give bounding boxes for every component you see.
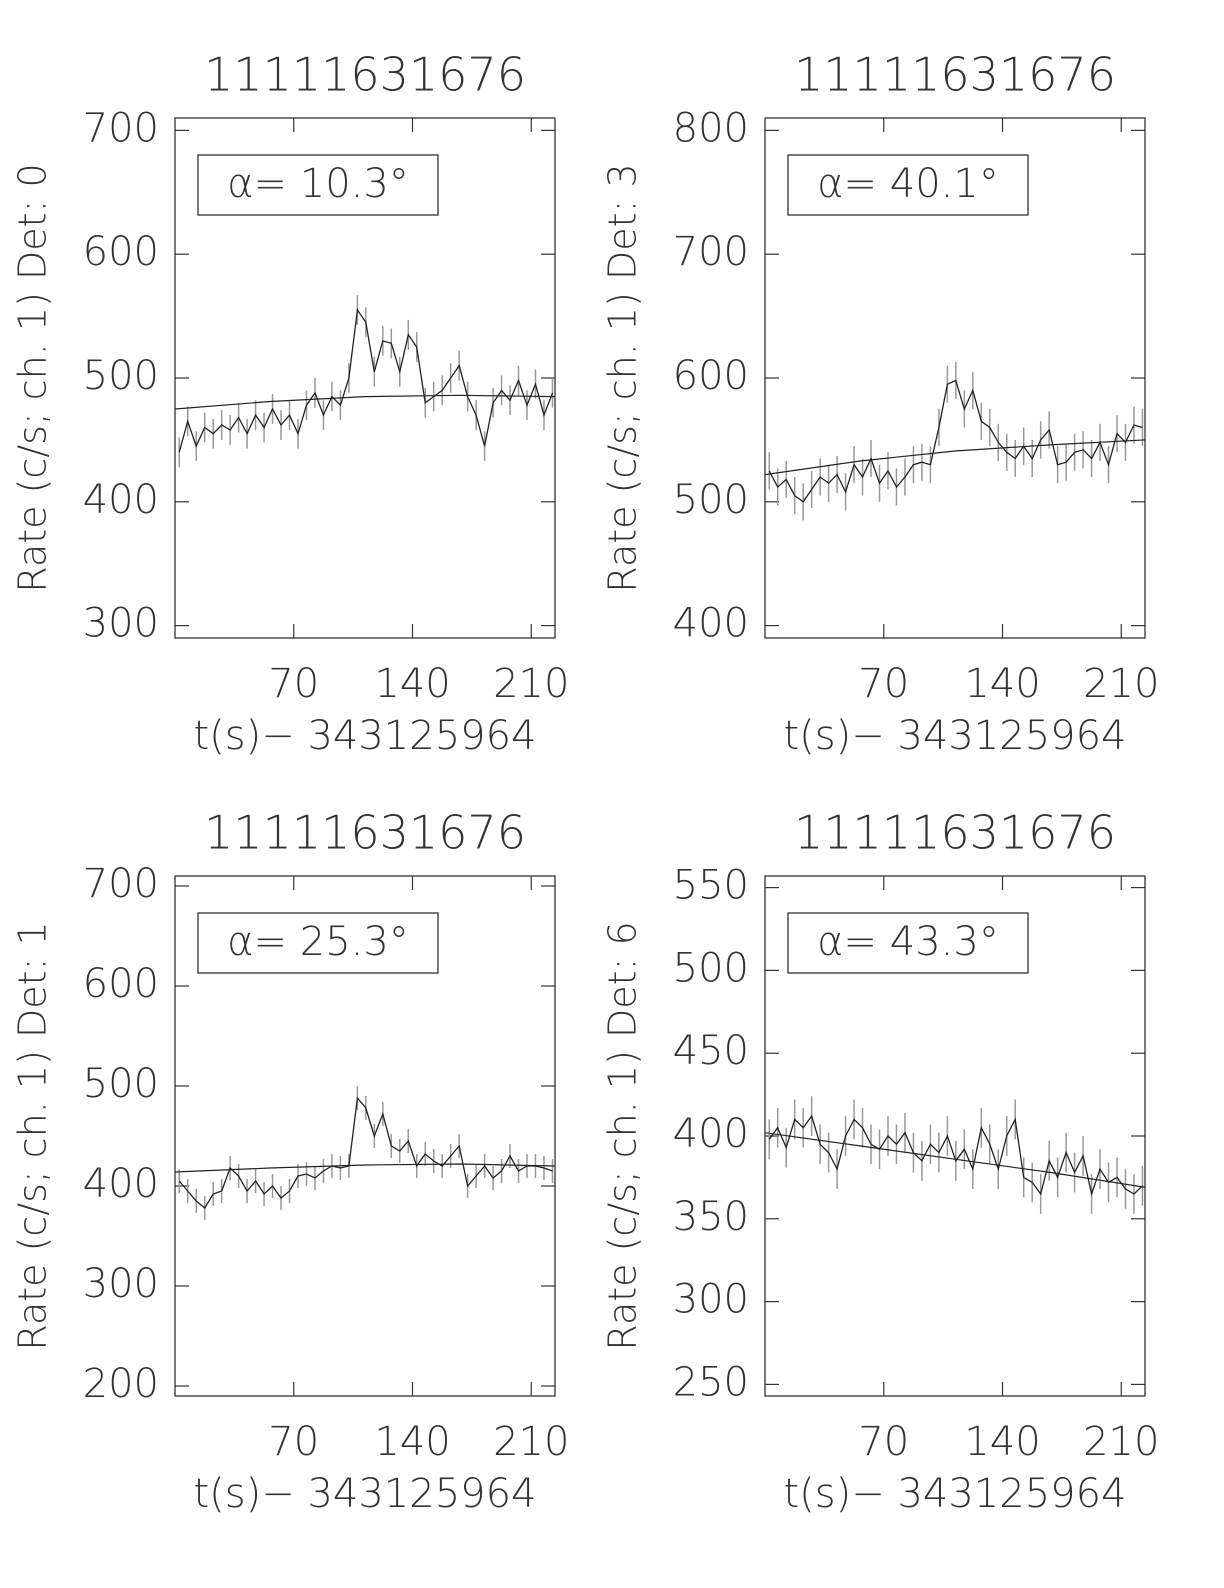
y-tick-label: 600: [83, 229, 159, 275]
x-axis-label: t(s)− 343125964: [193, 1471, 536, 1517]
fit-curve: [175, 394, 555, 410]
x-tick-label: 210: [493, 1419, 569, 1465]
y-tick-label: 600: [673, 353, 749, 399]
y-axis-label: Rate (c/s; ch. 1) Det: 3: [601, 163, 645, 592]
annotation-box: [197, 912, 439, 974]
panel-title: 11111631676: [204, 48, 526, 102]
annotation: α= 25.3°: [227, 919, 409, 965]
axes-frame: [174, 875, 556, 1397]
x-tick-label: 70: [858, 1419, 909, 1465]
x-tick-label: 70: [268, 661, 319, 707]
x-tick-label: 140: [374, 1419, 450, 1465]
panel-title: 11111631676: [794, 806, 1116, 860]
annotation: α= 10.3°: [227, 161, 409, 207]
x-tick-label: 70: [858, 661, 909, 707]
y-tick-label: 350: [673, 1194, 749, 1240]
fit-curve: [175, 1163, 555, 1173]
x-tick-label: 210: [1083, 1419, 1159, 1465]
y-axis-label: Rate (c/s; ch. 1) Det: 0: [11, 163, 55, 592]
x-tick-label: 140: [374, 661, 450, 707]
axes-frame: [764, 117, 1146, 639]
y-tick-label: 700: [673, 229, 749, 275]
plot-area: [765, 361, 1145, 521]
y-tick-label: 800: [673, 105, 749, 151]
panel-title: 11111631676: [794, 48, 1116, 102]
y-tick-label: 300: [83, 601, 159, 647]
y-tick-label: 700: [83, 861, 159, 907]
x-tick-label: 140: [964, 1419, 1040, 1465]
light-curve: [178, 1096, 553, 1209]
panel-title: 11111631676: [204, 806, 526, 860]
x-tick-label: 210: [1083, 661, 1159, 707]
light-curve: [768, 379, 1143, 503]
y-tick-label: 450: [673, 1028, 749, 1074]
y-tick-label: 500: [83, 353, 159, 399]
y-tick-label: 400: [83, 477, 159, 523]
x-axis-label: t(s)− 343125964: [193, 713, 536, 759]
plot-area: [175, 295, 555, 468]
y-tick-label: 200: [83, 1361, 159, 1407]
y-tick-label: 500: [83, 1061, 159, 1107]
x-tick-label: 70: [268, 1419, 319, 1465]
y-tick-label: 300: [83, 1261, 159, 1307]
x-tick-label: 210: [493, 661, 569, 707]
fit-curve: [765, 439, 1145, 476]
annotation-box: [197, 154, 439, 216]
y-tick-label: 250: [673, 1359, 749, 1405]
light-curve: [178, 308, 554, 453]
y-tick-label: 550: [673, 863, 749, 909]
y-tick-label: 500: [673, 477, 749, 523]
x-tick-label: 140: [964, 661, 1040, 707]
plot-area: [175, 1086, 555, 1220]
y-axis-label: Rate (c/s; ch. 1) Det: 1: [11, 921, 55, 1350]
annotation: α= 40.1°: [817, 161, 999, 207]
y-tick-label: 600: [83, 961, 159, 1007]
axes-frame: [764, 875, 1146, 1397]
y-tick-label: 400: [673, 1111, 749, 1157]
y-tick-label: 400: [83, 1161, 159, 1207]
annotation-box: [787, 912, 1029, 974]
x-axis-label: t(s)− 343125964: [783, 713, 1126, 759]
annotation: α= 43.3°: [817, 919, 999, 965]
annotation-box: [787, 154, 1029, 216]
y-tick-label: 500: [673, 945, 749, 991]
y-tick-label: 400: [673, 601, 749, 647]
y-tick-label: 300: [673, 1277, 749, 1323]
axes-frame: [174, 117, 556, 639]
plot-area: [765, 1096, 1145, 1214]
y-tick-label: 700: [83, 105, 159, 151]
x-axis-label: t(s)− 343125964: [783, 1471, 1126, 1517]
light-curve: [768, 1114, 1143, 1197]
y-axis-label: Rate (c/s; ch. 1) Det: 6: [601, 921, 645, 1350]
fit-curve: [765, 1132, 1145, 1188]
